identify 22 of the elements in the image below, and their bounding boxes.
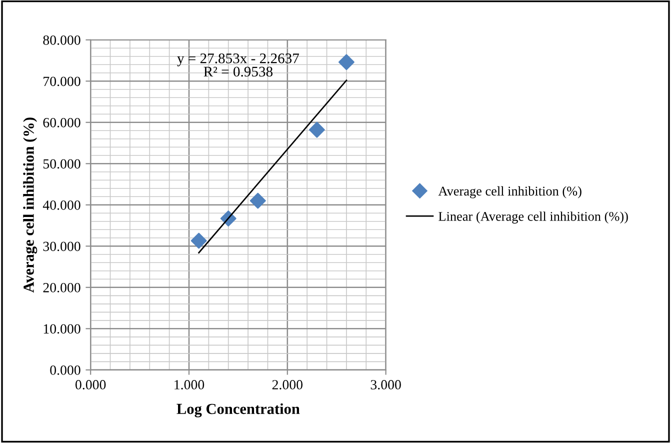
y-tick-label: 0.000 <box>50 365 80 375</box>
y-tick-label: 10.000 <box>44 324 80 334</box>
x-tick-label: 1.000 <box>174 380 204 390</box>
y-axis-title: Average cell inhibition (%) <box>23 118 38 293</box>
legend-label: Average cell inhibition (%) <box>438 186 582 198</box>
y-tick-label: 60.000 <box>43 118 80 128</box>
legend-label: Linear (Average cell inhibition (%)) <box>438 212 628 224</box>
point <box>308 122 325 138</box>
y-tick-label: 70.000 <box>44 76 80 86</box>
point <box>190 232 207 249</box>
y-tick-label: 20.000 <box>43 282 80 292</box>
y-tick-label: 80.000 <box>43 35 80 45</box>
point <box>250 192 266 209</box>
x-tick-label: 0.000 <box>75 380 106 390</box>
y-tick-label: 30.000 <box>43 242 80 252</box>
point <box>338 54 354 70</box>
y-tick-label: 50.000 <box>43 159 80 169</box>
x-tick-label: 2.000 <box>272 380 303 390</box>
x-axis-title: Log Concentration <box>176 403 300 418</box>
annotation: y = 27.853x - 2.2637 R² = 0.9538 <box>177 53 300 77</box>
x-tick-label: 3.000 <box>370 380 401 390</box>
y-tick-label: 40.000 <box>42 200 80 210</box>
